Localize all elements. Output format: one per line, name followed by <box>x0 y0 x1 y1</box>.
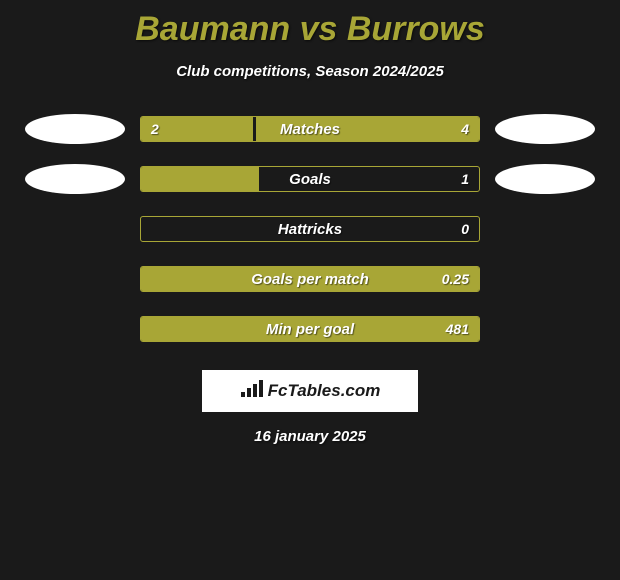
stat-row: Goals1 <box>0 164 620 194</box>
ellipse-placeholder <box>25 314 125 344</box>
stat-value-right: 0.25 <box>442 267 469 291</box>
stat-bar: Min per goal481 <box>140 316 480 342</box>
stat-label: Goals <box>141 167 479 191</box>
comparison-chart: 2Matches4 Goals1 Hattricks0 Goals per match… <box>0 80 620 412</box>
page-title: Baumann vs Burrows <box>0 0 620 49</box>
right-player-icon <box>495 164 595 194</box>
stat-bar: 2Matches4 <box>140 116 480 142</box>
right-player-icon <box>495 114 595 144</box>
stat-value-right: 1 <box>461 167 469 191</box>
left-player-icon <box>25 114 125 144</box>
bar-chart-icon <box>240 380 264 403</box>
stat-value-right: 0 <box>461 217 469 241</box>
stat-bar: Goals per match0.25 <box>140 266 480 292</box>
brand-badge: FcTables.com <box>202 370 418 412</box>
stat-label: Matches <box>141 117 479 141</box>
stat-label: Goals per match <box>141 267 479 291</box>
stat-label: Hattricks <box>141 217 479 241</box>
stat-row: Hattricks0 <box>0 214 620 244</box>
left-player-icon <box>25 164 125 194</box>
stat-bar: Hattricks0 <box>140 216 480 242</box>
ellipse-placeholder <box>25 264 125 294</box>
stat-row: 2Matches4 <box>0 114 620 144</box>
date-text: 16 january 2025 <box>0 412 620 445</box>
subtitle: Club competitions, Season 2024/2025 <box>0 49 620 80</box>
stat-value-right: 4 <box>461 117 469 141</box>
stat-row: Min per goal481 <box>0 314 620 344</box>
stat-row: Goals per match0.25 <box>0 264 620 294</box>
stat-label: Min per goal <box>141 317 479 341</box>
ellipse-placeholder <box>495 264 595 294</box>
stat-value-right: 481 <box>446 317 469 341</box>
ellipse-placeholder <box>495 314 595 344</box>
ellipse-placeholder <box>495 214 595 244</box>
ellipse-placeholder <box>25 214 125 244</box>
stat-bar: Goals1 <box>140 166 480 192</box>
brand-text: FcTables.com <box>268 381 381 401</box>
